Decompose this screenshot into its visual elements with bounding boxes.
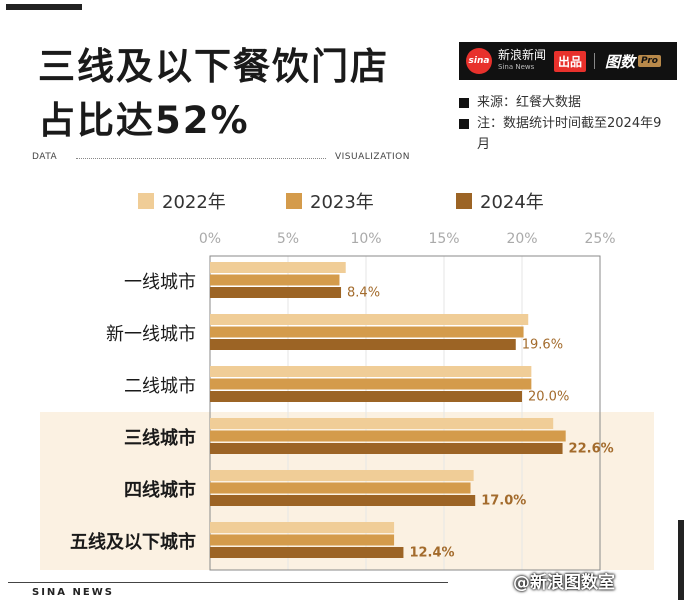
- bar: [210, 418, 554, 429]
- category-label: 新一线城市: [106, 324, 196, 345]
- category-label: 三线城市: [124, 427, 196, 449]
- bar: [210, 482, 471, 494]
- bar: [210, 366, 532, 377]
- plot-frame: [209, 255, 601, 571]
- product-suffix: Pro: [638, 55, 661, 67]
- note-source-text: 来源：红餐大数据: [477, 95, 582, 110]
- legend-item-2024: 2024年: [456, 188, 544, 214]
- x-tick-label: 0%: [199, 231, 221, 247]
- brand-badge: 出品: [554, 50, 587, 72]
- category-label: 二线城市: [124, 376, 196, 397]
- note-date-text: 注：数据统计时间截至2024年9月: [477, 116, 662, 152]
- x-tick-label: 5%: [277, 231, 299, 247]
- x-tick-label: 10%: [350, 231, 381, 247]
- band-dotted-line: [76, 158, 326, 159]
- bar: [210, 522, 395, 533]
- category-label: 四线城市: [124, 479, 196, 501]
- bar: [210, 470, 474, 481]
- bar: [210, 495, 476, 506]
- data-label: 19.6%: [522, 338, 563, 353]
- note-source: 来源：红餐大数据: [459, 92, 674, 113]
- bar: [210, 274, 340, 286]
- bar: [210, 547, 404, 558]
- category-label: 一线城市: [124, 272, 196, 293]
- brand-name-cn: 新浪新闻: [498, 48, 547, 62]
- legend-label-2024: 2024年: [480, 192, 544, 213]
- frame-corner-top: [6, 4, 82, 10]
- bar: [210, 378, 532, 390]
- data-label: 8.4%: [347, 286, 380, 301]
- product-logo: 图数: [605, 52, 636, 71]
- credit-watermark: @新浪图数室: [513, 573, 615, 593]
- legend-label-2023: 2023年: [310, 192, 374, 213]
- data-label: 20.0%: [528, 390, 569, 405]
- chart-title: 三线及以下餐饮门店 占比达52%: [38, 40, 438, 148]
- note-date: 注：数据统计时间截至2024年9月: [459, 113, 674, 155]
- footer-rule: [8, 582, 448, 583]
- brand-bar: sina 新浪新闻 Sina News 出品 图数 Pro: [459, 42, 677, 80]
- data-visualization-band: DATA VISUALIZATION: [32, 152, 410, 166]
- bar: [210, 391, 522, 402]
- bar: [210, 443, 563, 454]
- legend-swatch-2024: [456, 193, 472, 209]
- x-tick-label: 15%: [428, 231, 459, 247]
- data-label: 22.6%: [569, 442, 614, 457]
- square-bullet-icon: [459, 98, 469, 108]
- category-label: 五线及以下城市: [70, 531, 196, 553]
- brand-separator: [594, 53, 596, 69]
- band-left-label: DATA: [32, 152, 58, 162]
- square-bullet-icon: [459, 119, 469, 129]
- bar: [210, 430, 566, 442]
- frame-corner-right: [678, 520, 684, 600]
- legend-label-2022: 2022年: [162, 192, 226, 213]
- bar: [210, 262, 346, 273]
- bar: [210, 314, 529, 325]
- legend-item-2023: 2023年: [286, 188, 374, 214]
- brand-name-en: Sina News: [498, 63, 535, 71]
- notes: 来源：红餐大数据 注：数据统计时间截至2024年9月: [459, 92, 674, 155]
- data-label: 17.0%: [481, 494, 526, 509]
- legend-item-2022: 2022年: [138, 188, 226, 214]
- title-line-1: 三线及以下餐饮门店: [38, 45, 389, 88]
- data-label: 12.4%: [409, 546, 454, 561]
- legend-swatch-2022: [138, 193, 154, 209]
- x-tick-label: 20%: [506, 231, 537, 247]
- footer-label: SINA NEWS: [32, 587, 114, 598]
- legend-swatch-2023: [286, 193, 302, 209]
- band-right-label: VISUALIZATION: [334, 152, 410, 162]
- bar: [210, 287, 342, 298]
- bar: [210, 326, 524, 338]
- bar: [210, 534, 395, 546]
- bar: [210, 339, 516, 350]
- x-tick-label: 25%: [584, 231, 615, 247]
- title-line-2: 占比达52%: [38, 99, 250, 142]
- sina-logo-icon: sina: [466, 48, 492, 74]
- brand-name: 新浪新闻 Sina News: [498, 49, 546, 73]
